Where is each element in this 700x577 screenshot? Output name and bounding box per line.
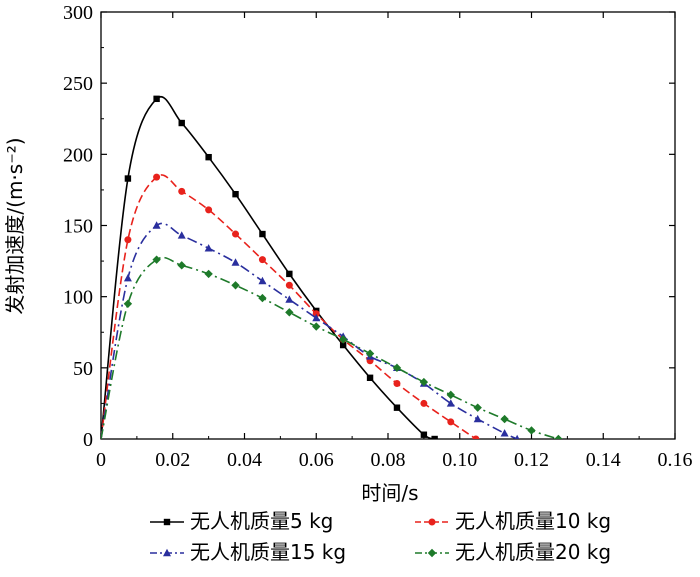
data-point xyxy=(365,349,375,358)
data-point xyxy=(431,435,438,439)
legend-marker xyxy=(427,548,437,558)
legend-label: 无人机质量15 kg xyxy=(190,540,346,564)
legend-label: 无人机质量5 kg xyxy=(190,509,333,533)
data-point xyxy=(231,258,240,266)
data-point xyxy=(177,231,186,239)
data-point xyxy=(366,374,374,381)
data-point xyxy=(500,414,509,424)
data-point xyxy=(312,313,321,322)
data-point xyxy=(473,414,482,423)
data-point xyxy=(472,435,480,439)
data-point xyxy=(527,426,536,435)
x-axis-title: 时间/s xyxy=(361,481,418,505)
x-tick-label: 0.14 xyxy=(586,449,621,471)
data-point xyxy=(205,206,213,214)
x-tick-label: 0.04 xyxy=(227,449,262,471)
x-tick-label: 0.16 xyxy=(658,449,693,471)
x-tick-label: 0.08 xyxy=(371,449,406,471)
legend-item-2: 无人机质量10 kg xyxy=(415,509,611,533)
data-point xyxy=(232,190,239,198)
data-point xyxy=(393,379,401,387)
data-point xyxy=(153,173,161,181)
data-point xyxy=(258,256,266,264)
data-point xyxy=(339,341,347,349)
data-point xyxy=(152,255,161,264)
data-point xyxy=(152,221,161,229)
data-point xyxy=(123,273,132,282)
axes: 0 0.02 0.04 0.06 0.08 0.10 0.12 0.14 0.16 50 100 15… xyxy=(63,2,693,471)
data-point xyxy=(258,276,267,285)
y-tick-label: 300 xyxy=(63,2,93,24)
data-point xyxy=(392,363,402,373)
series-line xyxy=(101,174,477,439)
y-axis-title: 发射加速度/(m·s⁻²) xyxy=(3,137,27,314)
data-point xyxy=(446,399,455,407)
x-tick-label: 0.12 xyxy=(514,449,549,471)
data-point xyxy=(232,230,240,238)
data-point xyxy=(177,261,186,270)
data-point xyxy=(123,299,133,308)
data-point xyxy=(312,322,321,331)
data-point xyxy=(205,153,212,161)
data-point xyxy=(419,377,429,387)
series-2 xyxy=(101,173,480,439)
legend-marker xyxy=(163,518,171,526)
data-point xyxy=(446,390,455,400)
y-tick-label: 100 xyxy=(63,287,93,309)
data-point xyxy=(393,404,401,411)
series-4 xyxy=(101,255,563,439)
series-1 xyxy=(101,95,438,439)
legend-label: 无人机质量10 kg xyxy=(455,509,611,533)
data-point xyxy=(153,95,160,103)
x-tick-label: 0 xyxy=(96,449,106,471)
data-point xyxy=(285,295,294,303)
data-point xyxy=(204,269,213,279)
y-tick-label: 250 xyxy=(63,73,93,95)
data-point xyxy=(178,187,186,195)
data-point xyxy=(231,281,240,290)
series-line xyxy=(101,256,559,439)
data-point xyxy=(204,244,213,252)
x-tick-label: 0.10 xyxy=(442,449,477,471)
y-tick-label: 200 xyxy=(63,144,93,166)
data-point xyxy=(420,431,428,438)
series-3 xyxy=(101,221,520,439)
data-point xyxy=(285,308,294,317)
legend: 无人机质量5 kg 无人机质量10 kg 无人机质量15 kg 无人机质量20 kg xyxy=(150,509,611,564)
plot-frame xyxy=(100,11,676,440)
data-point xyxy=(554,434,563,439)
data-point xyxy=(338,335,348,344)
legend-item-1: 无人机质量5 kg xyxy=(150,509,333,533)
x-tick-label: 0.06 xyxy=(299,449,334,471)
series-line xyxy=(101,96,435,439)
x-tick-label: 0.02 xyxy=(155,449,190,471)
data-point xyxy=(473,403,482,412)
series-layer xyxy=(101,95,563,439)
data-point xyxy=(420,399,428,407)
legend-marker xyxy=(428,518,436,526)
y-tick-label: 0 xyxy=(83,429,93,451)
data-point xyxy=(258,293,267,303)
legend-item-4: 无人机质量20 kg xyxy=(415,540,611,564)
legend-item-3: 无人机质量15 kg xyxy=(150,540,346,564)
data-point xyxy=(178,119,185,127)
data-point xyxy=(514,434,520,439)
data-point xyxy=(286,270,293,278)
data-point xyxy=(285,281,293,289)
data-point xyxy=(447,418,455,426)
data-point xyxy=(312,310,320,318)
legend-label: 无人机质量20 kg xyxy=(455,540,611,564)
data-point xyxy=(500,429,509,437)
series-line xyxy=(101,222,518,439)
data-point xyxy=(259,230,266,238)
legend-marker xyxy=(163,548,171,557)
data-point xyxy=(124,175,132,182)
y-tick-label: 50 xyxy=(73,358,93,380)
y-tick-label: 150 xyxy=(63,216,93,238)
data-point xyxy=(124,236,132,244)
